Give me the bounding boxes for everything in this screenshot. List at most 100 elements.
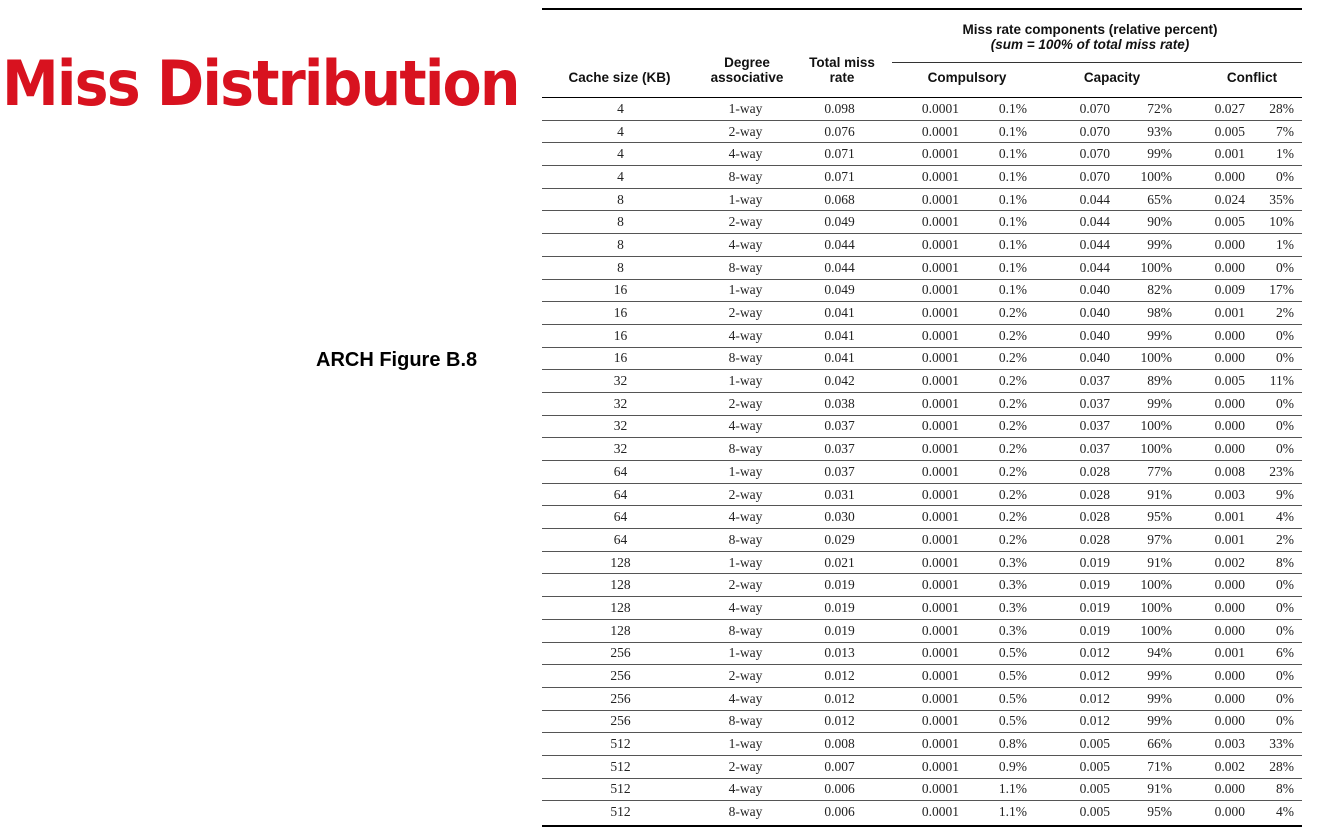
conflict-percent-cell: 0% xyxy=(1255,619,1302,643)
table-header: Miss rate components (relative percent) … xyxy=(542,10,1302,97)
capacity-percent-cell: 95% xyxy=(1120,505,1180,530)
total-miss-rate-cell: 0.071 xyxy=(792,142,887,167)
conflict-rate-cell: 0.002 xyxy=(1180,755,1255,779)
table-row: 64 4-way 0.030 0.0001 0.2% 0.028 95% 0.001 4% xyxy=(542,505,1302,530)
degree-cell: 8-way xyxy=(699,437,792,461)
degree-cell: 2-way xyxy=(699,755,792,779)
conflict-rate-cell: 0.001 xyxy=(1180,528,1255,552)
cache-size-cell: 512 xyxy=(610,804,631,820)
capacity-percent-cell: 100% xyxy=(1120,165,1180,189)
compulsory-percent-cell: 0.2% xyxy=(967,301,1035,325)
conflict-percent-cell: 0% xyxy=(1255,596,1302,620)
total-miss-rate-cell: 0.068 xyxy=(792,188,887,212)
compulsory-rate-cell: 0.0001 xyxy=(887,460,967,484)
capacity-rate-cell: 0.040 xyxy=(1035,347,1120,371)
conflict-percent-cell: 10% xyxy=(1255,210,1302,235)
degree-cell: 8-way xyxy=(699,710,792,734)
table-row: 512 1-way 0.008 0.0001 0.8% 0.005 66% 0.003 33% xyxy=(542,732,1302,756)
conflict-rate-cell: 0.000 xyxy=(1180,664,1255,688)
compulsory-percent-cell: 1.1% xyxy=(998,804,1027,820)
degree-cell: 4-way xyxy=(699,142,792,167)
capacity-rate-cell: 0.028 xyxy=(1035,505,1120,530)
conflict-rate-cell: 0.000 xyxy=(1180,233,1255,257)
table-row: 32 2-way 0.038 0.0001 0.2% 0.037 99% 0.000 0% xyxy=(542,392,1302,416)
table-row: 32 1-way 0.042 0.0001 0.2% 0.037 89% 0.005 11% xyxy=(542,369,1302,393)
capacity-percent-cell: 100% xyxy=(1120,619,1180,643)
total-miss-rate-cell: 0.041 xyxy=(792,324,887,348)
compulsory-rate-cell: 0.0001 xyxy=(887,778,967,802)
compulsory-percent-cell: 0.2% xyxy=(967,369,1035,393)
capacity-percent-cell: 99% xyxy=(1120,233,1180,257)
conflict-percent-cell: 17% xyxy=(1255,279,1302,303)
compulsory-rate-cell: 0.0001 xyxy=(887,369,967,393)
degree-cell: 8-way xyxy=(699,347,792,371)
cache-size-cell: 256 xyxy=(542,710,699,734)
capacity-rate-cell: 0.070 xyxy=(1035,142,1120,167)
capacity-percent-cell: 93% xyxy=(1120,120,1180,144)
table-row: 256 4-way 0.012 0.0001 0.5% 0.012 99% 0.000 0% xyxy=(542,687,1302,711)
compulsory-percent-cell: 0.2% xyxy=(967,347,1035,371)
group-header-rule xyxy=(892,62,1302,63)
compulsory-percent-cell: 0.3% xyxy=(967,573,1035,598)
table-bottom-rule xyxy=(542,825,1302,827)
table-row: 128 4-way 0.019 0.0001 0.3% 0.019 100% 0.000 0% xyxy=(542,596,1302,620)
slide-title: Miss Distribution xyxy=(2,47,520,120)
table-row: 64 1-way 0.037 0.0001 0.2% 0.028 77% 0.008 23% xyxy=(542,460,1302,484)
capacity-rate-cell: 0.040 xyxy=(1035,324,1120,348)
capacity-rate-cell: 0.012 xyxy=(1035,664,1120,688)
header-rule xyxy=(542,97,1302,98)
degree-cell: 4-way xyxy=(699,505,792,530)
capacity-rate-cell: 0.037 xyxy=(1035,369,1120,393)
header-total-line2: rate xyxy=(829,70,855,85)
capacity-percent-cell: 100% xyxy=(1120,256,1180,280)
conflict-rate-cell: 0.000 xyxy=(1180,437,1255,461)
capacity-rate-cell: 0.040 xyxy=(1035,301,1120,325)
conflict-percent-cell: 0% xyxy=(1255,664,1302,688)
conflict-rate-cell: 0.024 xyxy=(1180,188,1255,212)
cache-size-cell: 256 xyxy=(542,642,699,666)
conflict-percent-cell: 9% xyxy=(1255,483,1302,507)
capacity-percent-cell: 100% xyxy=(1120,415,1180,439)
conflict-rate-cell: 0.005 xyxy=(1180,369,1255,393)
cache-size-cell: 64 xyxy=(542,460,699,484)
conflict-percent-cell: 8% xyxy=(1255,778,1302,802)
cache-size-cell: 16 xyxy=(542,347,699,371)
cache-size-cell: 16 xyxy=(542,279,699,303)
conflict-rate-cell: 0.001 xyxy=(1180,642,1255,666)
total-miss-rate-cell: 0.012 xyxy=(792,664,887,688)
total-miss-rate-cell: 0.041 xyxy=(792,347,887,371)
degree-cell: 8-way xyxy=(728,804,763,820)
capacity-rate-cell: 0.005 xyxy=(1035,732,1120,756)
conflict-rate-cell: 0.000 xyxy=(1180,619,1255,643)
compulsory-rate-cell: 0.0001 xyxy=(887,687,967,711)
total-miss-rate-cell: 0.013 xyxy=(792,642,887,666)
degree-cell: 4-way xyxy=(699,324,792,348)
compulsory-rate-cell: 0.0001 xyxy=(887,392,967,416)
conflict-rate-cell: 0.000 xyxy=(1214,804,1245,820)
capacity-percent-cell: 72% xyxy=(1120,98,1180,121)
degree-cell: 8-way xyxy=(699,619,792,643)
compulsory-percent-cell: 0.1% xyxy=(967,210,1035,235)
total-miss-rate-cell: 0.044 xyxy=(792,233,887,257)
degree-cell: 1-way xyxy=(699,732,792,756)
cache-size-cell: 256 xyxy=(542,687,699,711)
capacity-percent-cell: 100% xyxy=(1120,596,1180,620)
capacity-percent-cell: 65% xyxy=(1120,188,1180,212)
compulsory-percent-cell: 0.1% xyxy=(967,188,1035,212)
compulsory-percent-cell: 0.3% xyxy=(967,619,1035,643)
cache-size-cell: 512 xyxy=(542,778,699,802)
total-miss-rate-cell: 0.008 xyxy=(792,732,887,756)
degree-cell: 4-way xyxy=(699,778,792,802)
conflict-percent-cell: 28% xyxy=(1255,98,1302,121)
capacity-percent-cell: 94% xyxy=(1120,642,1180,666)
header-total-line1: Total miss xyxy=(809,55,875,70)
capacity-rate-cell: 0.037 xyxy=(1035,415,1120,439)
compulsory-rate-cell: 0.0001 xyxy=(887,256,967,280)
table-row: 16 4-way 0.041 0.0001 0.2% 0.040 99% 0.000 0% xyxy=(542,324,1302,348)
table-row: 128 2-way 0.019 0.0001 0.3% 0.019 100% 0.000 0% xyxy=(542,573,1302,598)
capacity-rate-cell: 0.019 xyxy=(1035,573,1120,598)
capacity-rate-cell: 0.019 xyxy=(1035,619,1120,643)
header-compulsory: Compulsory xyxy=(927,70,1007,85)
capacity-percent-cell: 100% xyxy=(1120,437,1180,461)
capacity-percent-cell: 100% xyxy=(1120,573,1180,598)
